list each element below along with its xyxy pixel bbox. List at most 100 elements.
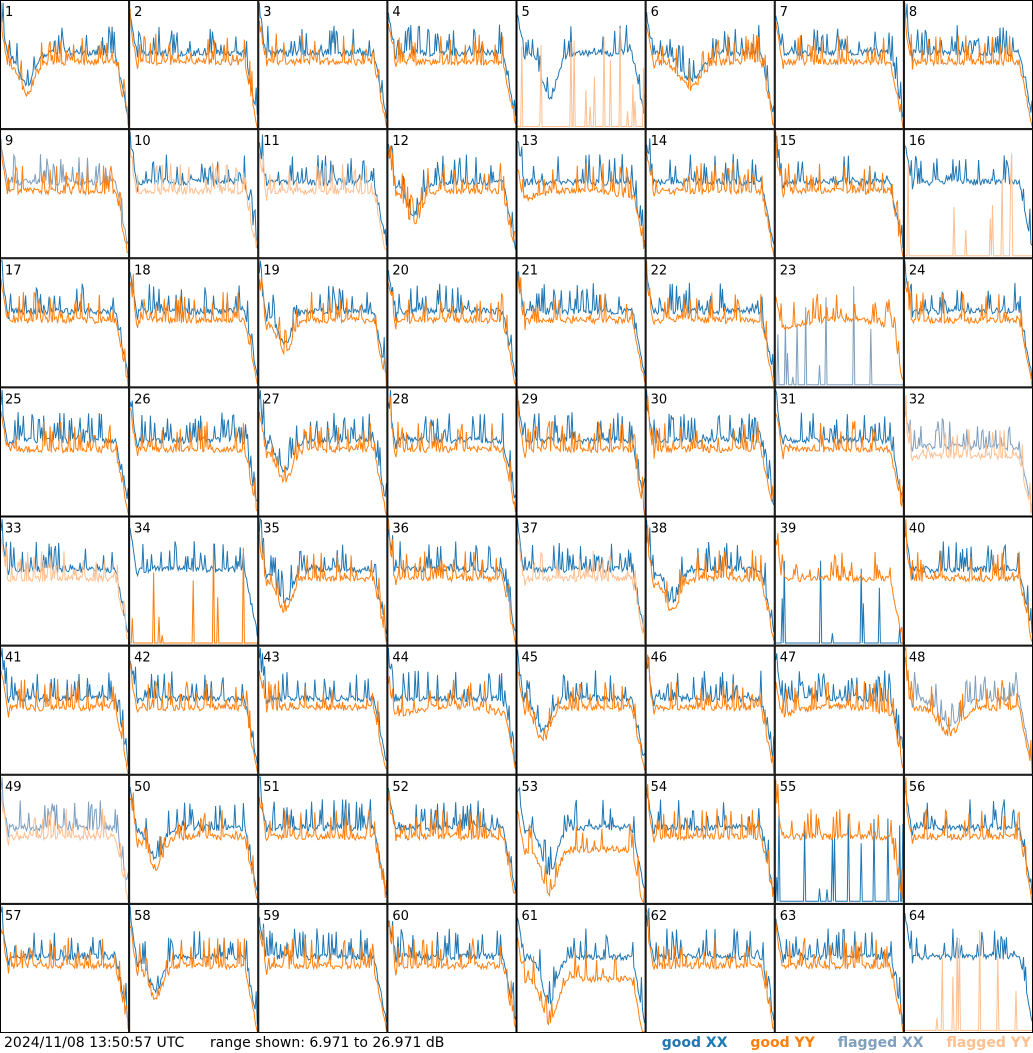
- panel-label-15: 15: [780, 134, 797, 149]
- panel-label-11: 11: [263, 134, 280, 149]
- panel-21: 21: [516, 258, 646, 388]
- panel-label-36: 36: [392, 522, 409, 537]
- series-xx-24: [904, 260, 1033, 380]
- panel-3: 3: [258, 0, 388, 130]
- series-xx-25: [0, 389, 129, 500]
- series-yy-25: [0, 411, 129, 514]
- panel-34: 34: [129, 516, 259, 646]
- series-yy-16: [904, 153, 1032, 257]
- panel-label-33: 33: [5, 522, 22, 537]
- series-xx-54: [646, 788, 775, 894]
- series-yy-20: [387, 282, 516, 386]
- series-yy-55: [775, 779, 904, 899]
- series-xx-63: [775, 918, 904, 1025]
- series-xx-59: [258, 916, 387, 1022]
- series-yy-14: [646, 151, 775, 256]
- panel-27: 27: [258, 387, 388, 517]
- panel-label-19: 19: [263, 263, 280, 278]
- series-xx-58: [129, 906, 258, 1025]
- series-yy-44: [387, 676, 516, 770]
- panel-label-60: 60: [392, 909, 409, 924]
- panel-border-10: [129, 129, 259, 259]
- panel-label-28: 28: [392, 392, 409, 407]
- panel-label-32: 32: [909, 392, 926, 407]
- panel-30: 30: [645, 387, 775, 517]
- series-xx-10: [129, 131, 258, 249]
- legend-good-yy: good YY: [750, 1035, 815, 1051]
- panel-border-34: [129, 516, 259, 646]
- series-yy-38: [646, 525, 775, 641]
- panel-border-7: [774, 0, 904, 130]
- panel-35: 35: [258, 516, 388, 646]
- panel-label-42: 42: [134, 651, 151, 666]
- series-yy-15: [775, 131, 904, 257]
- panel-border-29: [516, 387, 646, 517]
- panel-label-16: 16: [909, 134, 926, 149]
- series-yy-52: [387, 791, 516, 894]
- series-yy-53: [517, 810, 646, 904]
- series-yy-43: [258, 670, 387, 770]
- panel-label-43: 43: [263, 651, 280, 666]
- series-yy-3: [258, 20, 387, 127]
- timestamp: 2024/11/08 13:50:57 UTC: [4, 1035, 185, 1051]
- panel-56: 56: [903, 774, 1033, 904]
- panel-border-59: [258, 903, 388, 1033]
- series-xx-37: [517, 519, 646, 636]
- panel-label-10: 10: [134, 134, 151, 149]
- series-xx-31: [775, 389, 904, 503]
- panel-19: 19: [258, 258, 388, 388]
- panel-28: 28: [387, 387, 517, 517]
- panel-border-44: [387, 645, 517, 775]
- panel-label-41: 41: [5, 651, 22, 666]
- legend-flagged-yy: flagged YY: [946, 1035, 1031, 1051]
- series-yy-45: [517, 671, 646, 771]
- panel-41: 41: [0, 645, 130, 775]
- panel-label-50: 50: [134, 780, 151, 795]
- panel-label-62: 62: [651, 909, 668, 924]
- series-xx-52: [387, 787, 516, 893]
- series-yy-34: [130, 543, 258, 644]
- series-yy-27: [258, 412, 387, 515]
- panel-border-12: [387, 129, 517, 259]
- panel-51: 51: [258, 774, 388, 904]
- panel-label-8: 8: [909, 5, 917, 20]
- series-xx-22: [646, 271, 775, 378]
- series-yy-6: [646, 24, 775, 126]
- panel-22: 22: [645, 258, 775, 388]
- panel-label-23: 23: [780, 263, 797, 278]
- panel-border-4: [387, 0, 517, 130]
- panel-label-6: 6: [651, 5, 659, 20]
- panel-label-27: 27: [263, 392, 280, 407]
- panel-36: 36: [387, 516, 517, 646]
- panel-39: 39: [774, 516, 904, 646]
- panel-2: 2: [129, 0, 259, 130]
- series-xx-14: [646, 138, 775, 245]
- panel-24: 24: [903, 258, 1033, 388]
- panel-13: 13: [516, 129, 646, 259]
- panel-4: 4: [387, 0, 517, 130]
- panel-border-57: [0, 903, 130, 1033]
- panel-label-22: 22: [651, 263, 668, 278]
- series-yy-40: [904, 519, 1033, 642]
- series-yy-22: [646, 260, 775, 387]
- panel-label-46: 46: [651, 651, 668, 666]
- panel-label-2: 2: [134, 5, 142, 20]
- panel-border-47: [774, 645, 904, 775]
- panel-64: 64: [903, 903, 1033, 1033]
- series-xx-1: [0, 2, 129, 118]
- panel-40: 40: [903, 516, 1033, 646]
- panel-border-28: [387, 387, 517, 517]
- range-text: range shown: 6.971 to 26.971 dB: [210, 1035, 445, 1051]
- panel-border-19: [258, 258, 388, 388]
- series-yy-62: [646, 909, 775, 1030]
- series-xx-44: [387, 648, 516, 765]
- panel-border-14: [645, 129, 775, 259]
- series-yy-24: [904, 278, 1033, 387]
- panel-border-18: [129, 258, 259, 388]
- series-yy-28: [388, 396, 516, 513]
- panel-57: 57: [0, 903, 130, 1033]
- panel-15: 15: [774, 129, 904, 259]
- panel-label-12: 12: [392, 134, 409, 149]
- panel-label-44: 44: [392, 651, 409, 666]
- panel-border-6: [645, 0, 775, 130]
